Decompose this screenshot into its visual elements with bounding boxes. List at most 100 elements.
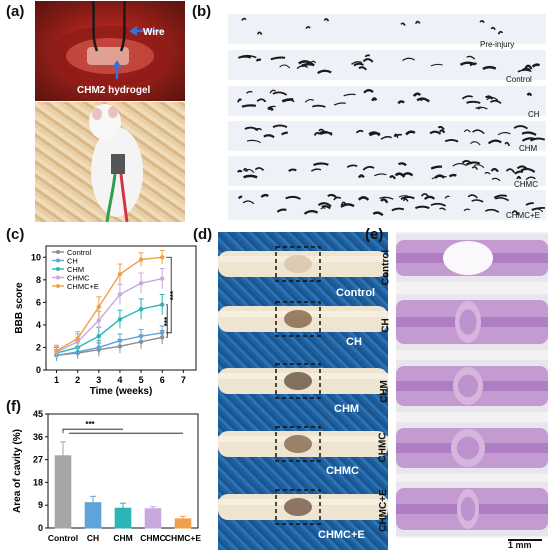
footprint-mark bbox=[241, 104, 257, 108]
footprint-mark bbox=[242, 200, 255, 205]
footprint-mark bbox=[351, 61, 363, 65]
footprint-mark bbox=[357, 196, 370, 201]
legend-marker bbox=[56, 267, 60, 271]
footprint-mark bbox=[312, 104, 326, 108]
footprint-mark bbox=[444, 195, 450, 199]
bbb-score-chart: 1 2 3 4 5 6 7 0 2 4 6 8 10 Time (weeks) BBB score Contr… bbox=[14, 245, 197, 396]
cord-lesion bbox=[284, 498, 312, 516]
footprint-mark bbox=[303, 210, 319, 215]
legend-entry: CHM bbox=[67, 265, 84, 274]
footprint-mark bbox=[486, 96, 499, 101]
footprint-mark bbox=[279, 64, 291, 69]
footprint-mark bbox=[471, 199, 484, 203]
histology-label-chmc: CHMC bbox=[377, 432, 389, 463]
footprint-mark bbox=[497, 132, 511, 136]
footprint-strip bbox=[228, 156, 546, 186]
footprint-mark bbox=[472, 129, 485, 135]
footprint-mark bbox=[281, 131, 288, 136]
footprint-label-preinjury: Pre-injury bbox=[480, 40, 515, 49]
footprint-mark bbox=[255, 58, 262, 62]
footprint-mark bbox=[470, 141, 481, 146]
footprint-mark bbox=[463, 129, 471, 133]
footprint-mark bbox=[394, 172, 406, 178]
footprint-mark bbox=[317, 69, 332, 74]
spinal-cord-photo: Control CH CHM CHMC CHMC+E bbox=[218, 232, 388, 550]
cord-lesion bbox=[284, 255, 312, 273]
footprint-mark bbox=[448, 173, 457, 178]
footprint-mark bbox=[497, 30, 504, 35]
y-tick-label: 27 bbox=[33, 455, 43, 465]
footprint-mark bbox=[517, 69, 532, 73]
series-line bbox=[56, 303, 163, 354]
footprint-mark bbox=[521, 131, 537, 136]
y-tick-label: 6 bbox=[36, 297, 41, 307]
footprint-mark bbox=[353, 62, 364, 67]
footprint-mark bbox=[516, 165, 528, 170]
footprint-mark bbox=[466, 100, 481, 104]
footprint-mark bbox=[511, 210, 519, 216]
footprint-mark bbox=[372, 211, 384, 217]
y-tick-label: 10 bbox=[31, 252, 41, 262]
footprint-mark bbox=[256, 31, 263, 36]
data-point bbox=[138, 306, 144, 312]
footprint-mark bbox=[400, 22, 406, 26]
footprint-mark bbox=[310, 60, 317, 64]
footprint-mark bbox=[346, 164, 358, 168]
footprint-mark bbox=[380, 136, 392, 140]
footprint-mark bbox=[317, 202, 332, 208]
footprint-mark bbox=[452, 163, 467, 167]
footprint-label-chmce: CHMC+E bbox=[506, 211, 541, 220]
cord-label-control: Control bbox=[336, 287, 376, 299]
footprint-mark bbox=[466, 55, 476, 60]
footprint-mark bbox=[246, 139, 261, 144]
footprint-mark bbox=[305, 26, 311, 30]
histology-label-control: Control bbox=[380, 249, 392, 286]
cavity-area-chart: 0 9 18 27 36 45 Area of cavity (%) Control CH CHM… bbox=[12, 409, 201, 543]
footprint-mark bbox=[369, 132, 381, 137]
footprint-mark bbox=[355, 129, 364, 134]
x-tick-label: 1 bbox=[54, 375, 59, 385]
footprint-mark bbox=[282, 98, 295, 103]
rat-photo bbox=[35, 102, 185, 222]
data-point bbox=[54, 348, 59, 354]
footprint-mark bbox=[485, 95, 494, 100]
lesion-box bbox=[275, 246, 321, 282]
footprint-mark bbox=[243, 174, 258, 179]
legend-entry: Control bbox=[67, 248, 92, 257]
footprint-mark bbox=[340, 201, 347, 206]
footprint-mark bbox=[318, 128, 325, 132]
panel-d-label: (d) bbox=[193, 226, 213, 243]
histology-label-chmce: CHMC+E bbox=[377, 489, 389, 532]
footprint-mark bbox=[237, 195, 243, 200]
footprint-mark bbox=[473, 164, 485, 169]
footprint-mark bbox=[487, 139, 502, 145]
footprint-label-control: Control bbox=[506, 75, 532, 84]
footprint-mark bbox=[493, 194, 508, 199]
footprint-mark bbox=[423, 195, 436, 200]
hydrogel-label: CHM2 hydrogel bbox=[77, 85, 151, 96]
legend-marker bbox=[56, 284, 60, 288]
series-line bbox=[56, 256, 163, 352]
y-tick-label: 18 bbox=[33, 477, 43, 487]
footprint-mark bbox=[471, 166, 479, 170]
footprint-mark bbox=[333, 196, 342, 201]
legend-entry: CH bbox=[67, 256, 78, 265]
footprint-mark bbox=[244, 126, 259, 132]
footprint-mark bbox=[263, 134, 275, 139]
footprint-mark bbox=[241, 17, 247, 21]
footprint-mark bbox=[463, 208, 471, 212]
footprint-mark bbox=[236, 169, 243, 173]
footprint-mark bbox=[320, 207, 326, 210]
histology-core bbox=[459, 309, 477, 335]
scale-bar bbox=[508, 539, 542, 541]
footprint-mark bbox=[288, 168, 297, 172]
footprint-mark bbox=[461, 159, 473, 165]
footprint-mark bbox=[504, 141, 511, 147]
data-point bbox=[138, 257, 144, 262]
footprint-mark bbox=[364, 54, 371, 58]
footprint-mark bbox=[321, 205, 331, 210]
legend-marker bbox=[56, 275, 60, 280]
histology-lesion bbox=[443, 241, 493, 275]
footprint-mark bbox=[416, 97, 430, 103]
footprint-strip bbox=[228, 50, 546, 80]
